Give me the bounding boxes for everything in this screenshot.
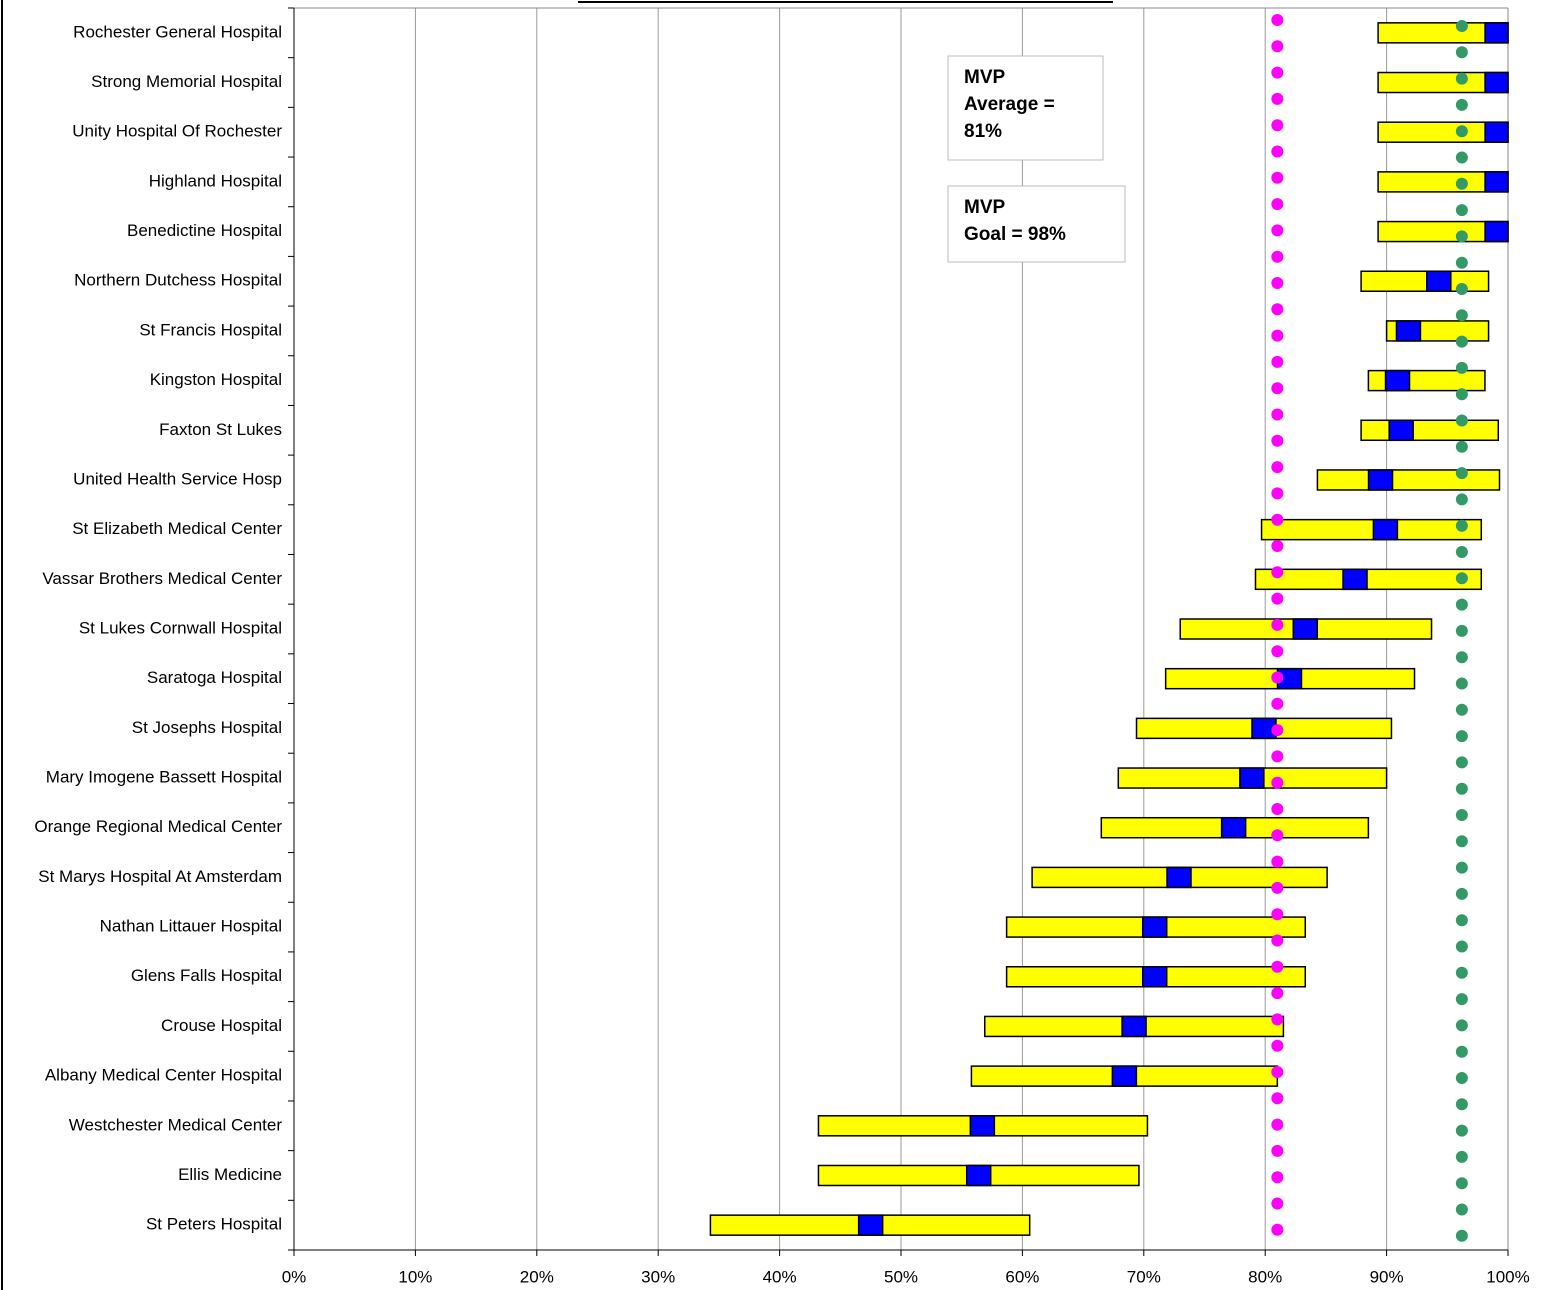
annotation: MVP [964,67,1006,88]
point-estimate [1220,816,1247,839]
point-estimate [1395,320,1422,342]
y-tick-label: St Marys Hospital At Amsterdam [38,867,282,886]
x-tick-label: 100% [1486,1267,1529,1286]
y-tick-label: Highland Hospital [149,171,282,190]
x-tick-label: 30% [641,1267,675,1286]
y-tick-label: St Lukes Cornwall Hospital [79,618,282,637]
point-estimate [1342,568,1368,591]
y-tick-label: United Health Service Hosp [73,469,282,488]
point-estimate [1111,1065,1138,1087]
range-bar [1360,270,1490,292]
point-estimate [1484,171,1509,193]
y-tick-label: Saratoga Hospital [147,668,282,687]
annotation: 81% [964,121,1002,142]
point-estimate [1484,220,1509,243]
point-estimate [1239,767,1265,789]
y-tick-label: Rochester General Hospital [73,22,282,41]
point-estimate [1121,1015,1147,1038]
annotation: MVP [964,197,1006,218]
point-estimate [1484,121,1509,143]
y-tick-label: Westchester Medical Center [69,1115,283,1134]
y-tick-label: Ellis Medicine [178,1165,282,1184]
range-bar [1254,568,1483,591]
point-estimate [1372,518,1399,541]
range-bar [1260,518,1483,541]
x-tick-label: 80% [1248,1267,1282,1286]
x-tick-label: 20% [520,1267,554,1286]
x-tick-label: 0% [282,1267,307,1286]
point-estimate [969,1115,996,1137]
point-estimate [965,1164,992,1187]
y-tick-label: St Elizabeth Medical Center [72,519,282,538]
annotation: Average = [964,94,1055,115]
y-tick-label: Benedictine Hospital [127,221,282,240]
point-estimate [1367,469,1394,491]
point-estimate [857,1214,884,1236]
y-tick-label: Orange Regional Medical Center [34,817,282,836]
x-tick-label: 70% [1127,1267,1161,1286]
annotation-box [947,55,1104,161]
y-tick-label: Faxton St Lukes [159,420,282,439]
y-tick-label: Unity Hospital Of Rochester [72,122,282,141]
x-tick-label: 60% [1005,1267,1039,1286]
point-estimate [1484,71,1509,94]
y-tick-label: Nathan Littauer Hospital [100,917,282,936]
y-tick-label: St Peters Hospital [146,1215,282,1234]
point-estimate [1426,270,1452,292]
x-tick-label: 50% [884,1267,918,1286]
range-bar [1316,469,1501,491]
annotation-box [947,185,1126,263]
point-estimate [1292,618,1319,640]
y-tick-label: Crouse Hospital [161,1016,282,1035]
y-tick-label: Glens Falls Hospital [131,966,282,985]
x-tick-label: 10% [398,1267,432,1286]
point-estimate [1166,866,1192,889]
point-estimate [1384,369,1411,392]
x-tick-label: 40% [763,1267,797,1286]
y-tick-label: Strong Memorial Hospital [91,72,282,91]
range-bar [1360,419,1500,442]
point-estimate [1388,419,1414,442]
y-tick-label: St Francis Hospital [139,320,282,339]
y-tick-label: Kingston Hospital [150,370,282,389]
y-tick-label: Albany Medical Center Hospital [45,1066,282,1085]
y-tick-label: St Josephs Hospital [132,718,282,737]
y-tick-label: Mary Imogene Bassett Hospital [46,768,282,787]
point-estimate [1141,966,1168,988]
y-tick-label: Northern Dutchess Hospital [74,271,282,290]
annotation: Goal = 98% [964,224,1066,245]
y-tick-label: Vassar Brothers Medical Center [42,569,282,588]
point-estimate [1484,22,1509,44]
x-tick-label: 90% [1370,1267,1404,1286]
point-estimate [1141,916,1168,938]
